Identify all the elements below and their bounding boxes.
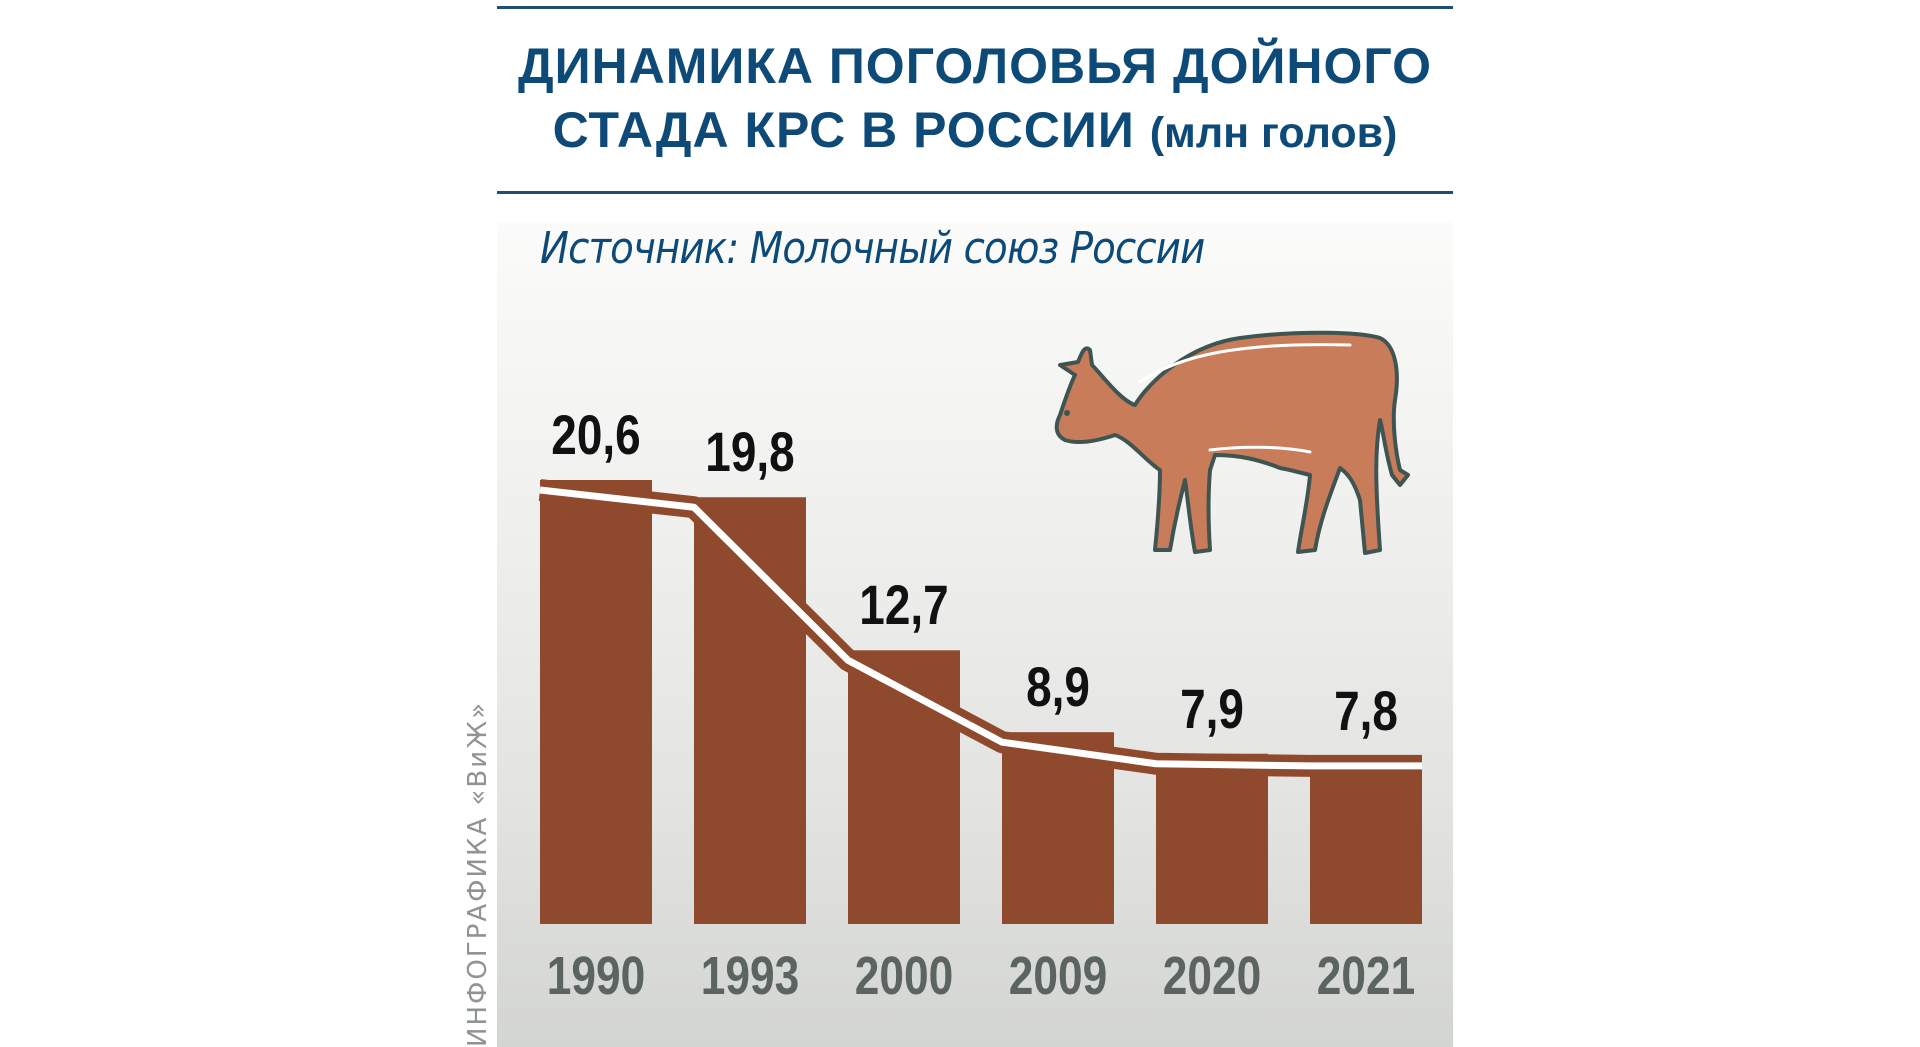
title-unit: (млн голов) (1149, 109, 1398, 157)
year-label: 2021 (1316, 946, 1416, 1006)
value-label: 7,9 (1180, 676, 1244, 740)
value-label: 12,7 (859, 573, 949, 637)
year-label: 1990 (546, 946, 646, 1006)
year-label: 2009 (1008, 946, 1108, 1006)
bar-1990 (540, 480, 652, 924)
title-line-2: СТАДА КРС В РОССИИ (млн голов) (552, 102, 1398, 158)
top-rule (497, 6, 1453, 9)
bars-group (540, 480, 1422, 924)
value-label: 19,8 (705, 420, 795, 484)
bar-2020 (1156, 753, 1268, 924)
year-label: 2000 (854, 946, 954, 1006)
cow-icon (1054, 330, 1410, 555)
bar-2021 (1310, 755, 1422, 924)
year-label: 2020 (1162, 946, 1262, 1006)
value-label: 8,9 (1026, 655, 1090, 719)
value-label: 20,6 (551, 403, 641, 466)
source-text: Источник: Молочный союз России (540, 223, 1205, 274)
title-line-1: ДИНАМИКА ПОГОЛОВЬЯ ДОЙНОГО (517, 38, 1432, 94)
year-label: 1993 (700, 946, 800, 1006)
trend-line (538, 479, 1422, 777)
bottom-rule (497, 191, 1453, 194)
chart-title: ДИНАМИКА ПОГОЛОВЬЯ ДОЙНОГО СТАДА КРС В Р… (497, 34, 1453, 165)
value-label: 7,8 (1334, 678, 1398, 742)
